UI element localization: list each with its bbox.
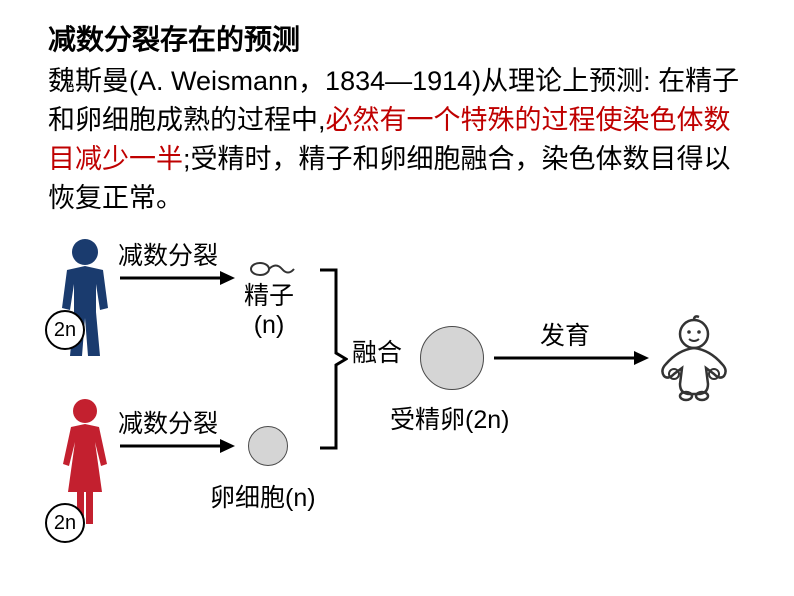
- meiosis-label-top: 减数分裂: [118, 236, 218, 272]
- develop-label: 发育: [540, 316, 590, 352]
- sperm-icon: [248, 258, 296, 280]
- sperm-label-text: 精子: [244, 282, 294, 310]
- merge-bracket: [318, 268, 348, 450]
- intro-paragraph: 魏斯曼(A. Weismann，1834—1914)从理论上预测: 在精子和卵细…: [48, 62, 753, 219]
- page-title: 减数分裂存在的预测: [48, 18, 300, 58]
- baby-icon: [652, 314, 736, 402]
- fusion-label: 融合: [352, 333, 402, 369]
- zygote-label: 受精卵(2n): [390, 400, 509, 436]
- female-2n-badge: 2n: [45, 503, 85, 543]
- zygote-cell: [420, 326, 484, 390]
- meiosis-label-bottom: 减数分裂: [118, 404, 218, 440]
- sperm-n-label: (n): [254, 311, 285, 339]
- sperm-label: 精子 (n): [244, 282, 294, 340]
- male-2n-badge: 2n: [45, 310, 85, 350]
- egg-cell: [248, 426, 288, 466]
- egg-label: 卵细胞(n): [210, 478, 316, 514]
- meiosis-diagram: 2n 2n 减数分裂 减数分裂 精子 (n) 卵细胞(n) 融合 受精卵(2n)…: [0, 228, 794, 588]
